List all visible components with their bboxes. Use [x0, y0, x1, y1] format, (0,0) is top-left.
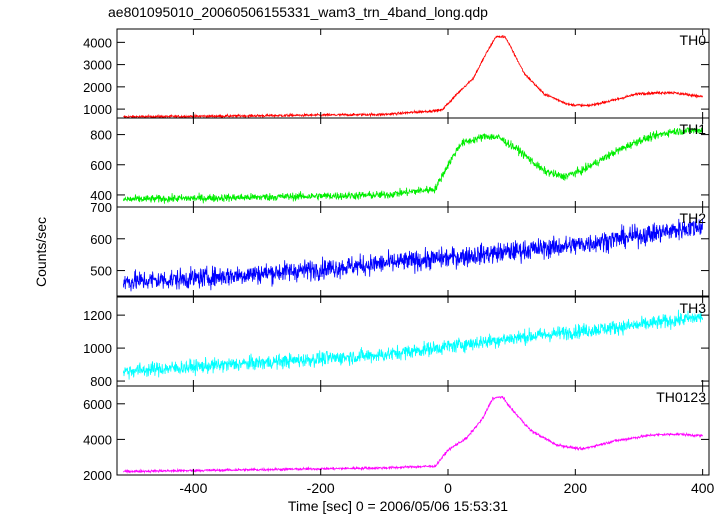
- y-tick-label: 3000: [83, 58, 112, 73]
- series-label-th2: TH2: [680, 210, 707, 226]
- y-tick-label: 2000: [83, 80, 112, 95]
- y-axis-label: Counts/sec: [33, 217, 49, 287]
- panel-frame: [116, 296, 710, 387]
- series-line-th0123: [123, 395, 703, 474]
- x-tick-label: -200: [307, 480, 335, 496]
- y-tick-label: 800: [90, 374, 112, 389]
- y-tick-label: 700: [90, 200, 112, 215]
- x-tick-label: 0: [444, 480, 452, 496]
- series-label-th0: TH0: [680, 32, 707, 48]
- x-axis-label: Time [sec] 0 = 2006/05/06 15:53:31: [288, 498, 508, 514]
- series-line-th2: [123, 217, 703, 292]
- panel-th3: 800 1000 1200 TH3: [83, 296, 710, 389]
- y-tick-label: 4000: [83, 35, 112, 50]
- series-label-th0123: TH0123: [656, 389, 706, 405]
- y-tick-label: 800: [90, 128, 112, 143]
- y-tick-label: 600: [90, 158, 112, 173]
- series-line-th0: [123, 35, 703, 118]
- y-tick-label: 4000: [83, 432, 112, 447]
- series-line-th1: [123, 127, 703, 204]
- y-tick-label: 1000: [83, 341, 112, 356]
- y-tick-label: 500: [90, 264, 112, 279]
- panel-frame: [116, 206, 710, 297]
- y-tick-label: 600: [90, 232, 112, 247]
- y-tick-label: 400: [90, 188, 112, 203]
- panel-frame: [116, 28, 710, 119]
- series-label-th1: TH1: [680, 121, 707, 137]
- x-tick-label: 400: [691, 480, 715, 496]
- y-tick-label: 2000: [83, 468, 112, 483]
- x-tick-label: -400: [179, 480, 207, 496]
- chart-title: ae801095010_20060506155331_wam3_trn_4ban…: [108, 4, 488, 20]
- series-line-th3: [123, 309, 703, 380]
- panel-th2: 500 600 700 TH2: [90, 200, 710, 297]
- panel-th0: 1000 2000 3000 4000 TH0: [83, 28, 710, 119]
- panel-th1: 400 600 800 TH1: [90, 117, 710, 208]
- panel-th0123: 2000 4000 6000 TH0123: [83, 385, 710, 483]
- series-label-th3: TH3: [680, 300, 707, 316]
- panel-frame: [116, 385, 710, 476]
- panel-frame: [116, 117, 710, 208]
- y-tick-label: 1200: [83, 308, 112, 323]
- y-tick-label: 6000: [83, 397, 112, 412]
- x-tick-label: 200: [564, 480, 588, 496]
- y-tick-label: 1000: [83, 102, 112, 117]
